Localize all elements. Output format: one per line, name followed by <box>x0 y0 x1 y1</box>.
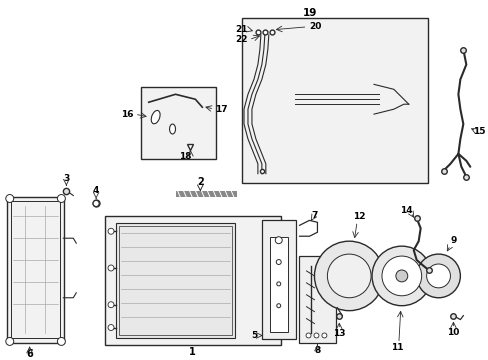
Text: 19: 19 <box>302 8 316 18</box>
Circle shape <box>275 237 282 244</box>
Text: 8: 8 <box>314 346 320 355</box>
Circle shape <box>314 241 383 311</box>
Bar <box>141 87 216 159</box>
Ellipse shape <box>169 124 175 134</box>
Text: 12: 12 <box>352 212 365 221</box>
Text: 13: 13 <box>332 329 345 338</box>
Text: 11: 11 <box>390 343 402 352</box>
Circle shape <box>6 194 14 202</box>
Text: 5: 5 <box>251 331 257 340</box>
Circle shape <box>108 325 114 330</box>
Circle shape <box>276 304 280 308</box>
Circle shape <box>426 264 449 288</box>
Text: 7: 7 <box>311 211 317 220</box>
Circle shape <box>276 282 280 286</box>
Text: 20: 20 <box>309 22 321 31</box>
Bar <box>11 202 60 338</box>
Circle shape <box>276 260 281 265</box>
Circle shape <box>416 254 459 298</box>
Circle shape <box>108 302 114 308</box>
Text: 14: 14 <box>400 206 412 215</box>
Bar <box>7 197 64 343</box>
Circle shape <box>326 254 370 298</box>
Text: 18: 18 <box>179 152 191 161</box>
Text: 10: 10 <box>447 328 459 337</box>
Text: 6: 6 <box>26 349 33 359</box>
Circle shape <box>6 337 14 345</box>
Bar <box>119 226 232 336</box>
Text: 4: 4 <box>93 186 99 195</box>
Text: 17: 17 <box>215 105 227 114</box>
Text: 16: 16 <box>121 110 134 119</box>
Text: 15: 15 <box>472 126 485 135</box>
Circle shape <box>305 333 310 338</box>
Circle shape <box>108 265 114 271</box>
Text: 2: 2 <box>197 177 203 186</box>
Bar <box>298 256 336 343</box>
Text: 3: 3 <box>63 174 69 183</box>
Circle shape <box>321 333 326 338</box>
Bar <box>175 190 237 197</box>
Text: 21: 21 <box>235 25 247 34</box>
Bar <box>116 223 235 338</box>
Bar <box>105 216 280 345</box>
Circle shape <box>93 201 99 206</box>
Bar <box>262 220 295 339</box>
Circle shape <box>395 270 407 282</box>
Circle shape <box>57 337 65 345</box>
Text: 9: 9 <box>449 236 456 245</box>
Circle shape <box>108 228 114 234</box>
Bar <box>242 18 427 183</box>
Text: 22: 22 <box>235 35 247 44</box>
Circle shape <box>313 333 318 338</box>
Text: 1: 1 <box>189 347 195 357</box>
Bar <box>269 237 287 332</box>
Ellipse shape <box>151 111 160 124</box>
Circle shape <box>381 256 421 296</box>
Circle shape <box>57 194 65 202</box>
Circle shape <box>371 246 431 306</box>
